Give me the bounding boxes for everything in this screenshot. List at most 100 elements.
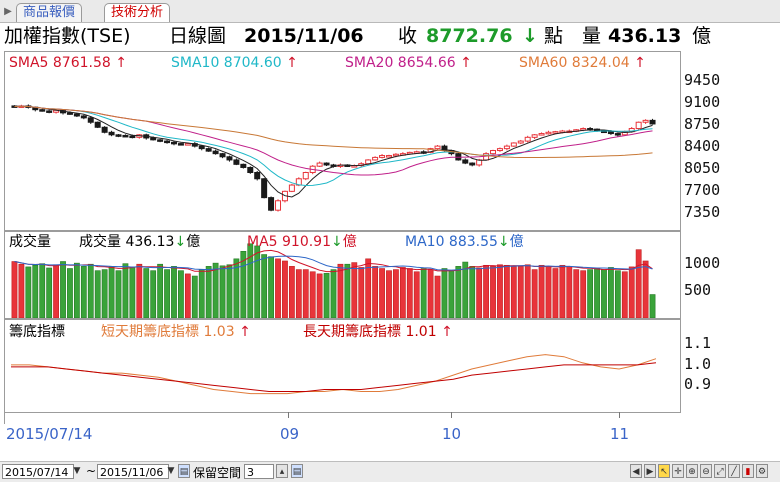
volume-bar [136,263,143,318]
down-arrow-icon: ↓ [497,234,510,250]
x-tick [288,412,289,418]
long-indicator-line [11,362,657,392]
candle-body [517,140,524,144]
keep-space-label: 保留空間 [193,466,242,480]
volume-y-axis: 1000 500 [680,231,780,319]
tab-technical-analysis[interactable]: 技術分析 [104,3,171,22]
volume-bar [483,264,489,318]
indicator-tick-label: 1.0 [684,354,712,373]
volume-bar [434,275,441,318]
volume-unit: 億 [692,25,712,47]
date-range-tilde: ~ [86,464,97,478]
settings-icon[interactable]: ⚙ [756,464,768,478]
candle-body [427,148,434,153]
zoom-out-icon[interactable]: ⊖ [700,464,712,478]
volume-bar [337,263,344,318]
candle-body [288,184,295,192]
down-arrow-icon: ↓ [331,234,343,250]
candle-body [94,121,101,128]
price-tick-label: 8750 [684,115,721,134]
volume-bar [53,264,59,318]
volume-bar [386,270,392,318]
candle-body [365,159,372,165]
candle-body [649,119,656,125]
volume-bar [178,270,184,318]
candle-body [552,131,559,134]
keep-space-value: 3 [247,466,254,479]
volume-panel[interactable]: 成交量 成交量 436.13↓億 MA5 910.91↓億 MA10 883.5… [4,231,681,319]
price-chart [11,104,656,212]
price-panel[interactable]: SMA5 8761.58 ↑ SMA10 8704.60 ↑ SMA20 865… [4,51,681,231]
close-label: 收 [398,25,418,47]
apply-keep-icon[interactable]: ▤ [291,464,303,478]
candle-body [462,159,469,164]
to-date-value: 2015/11/06 [100,466,164,479]
volume-bar [302,269,309,318]
candle-body [233,159,240,165]
candle-body [101,126,108,133]
tab-quote[interactable]: 商品報價 [16,3,83,22]
sma20-legend-text: SMA20 8654.66 [345,55,456,71]
zoom-in-icon[interactable]: ⊕ [686,464,698,478]
volume-bar [212,262,219,318]
indicator-panel[interactable]: 籌底指標 短天期籌底指標 1.03 ↑ 長天期籌底指標 1.01 ↑ [4,319,681,413]
candle-body [524,136,531,142]
spin-icon[interactable]: ▴ [276,464,288,478]
indicator-y-axis: 1.1 1.0 0.9 [680,319,780,413]
apply-date-icon[interactable]: ▤ [178,464,190,478]
scroll-right-icon[interactable]: ▶ [644,464,656,478]
volume-bar [282,260,288,318]
volume-bar [108,266,115,318]
volume-bar [261,254,268,318]
volume-bar [406,268,413,318]
price-tick-label: 8050 [684,159,721,178]
sma5-line [14,105,653,198]
volume-bar [510,266,517,318]
candle-body [226,156,233,161]
volume-bar [503,264,510,318]
volume-ma10-line [14,255,653,271]
from-date-dropdown-icon[interactable]: ▼ [73,466,81,476]
volume-bar [344,263,351,318]
to-date-dropdown-icon[interactable]: ▼ [167,466,175,476]
from-date-field[interactable]: 2015/07/14 [2,464,74,479]
volume-legend: 成交量 436.13↓億 [79,233,200,251]
volume-bar [330,269,337,318]
volume-bar [101,269,108,318]
keep-space-field[interactable]: 3 [244,464,274,479]
candle-body [240,163,247,168]
scroll-left-icon[interactable]: ◀ [630,464,642,478]
candle-body [614,133,621,136]
draw-line-icon[interactable]: ╱ [728,464,740,478]
volume-bar [80,266,87,318]
x-label-nov: 11 [610,425,630,443]
candle-body [538,133,545,136]
volume-bar [219,265,226,318]
candle-body [434,145,441,150]
candle-body [219,153,226,158]
tab-scroll-left-icon[interactable]: ▶ [4,6,12,17]
volume-bar [150,270,157,318]
x-label-sep: 09 [280,425,300,443]
chart-header: 加權指數(TSE) 日線圖 2015/11/06 收 8772.76 ↓ 點 量… [0,22,780,50]
sma60-line [14,105,653,158]
volume-title: 成交量 [9,234,51,250]
volume-bar [295,269,302,318]
volume-bar [601,269,607,318]
volume-bar [594,268,600,318]
volume-bar [642,260,649,318]
down-arrow-icon: ↓ [174,234,187,250]
crosshair-icon[interactable]: ✛ [672,464,684,478]
candle-body [157,139,164,142]
indicator-icon[interactable]: ▮ [742,464,754,478]
ma10-legend: MA10 883.55↓億 [405,233,524,251]
candle-body [545,131,552,135]
volume-bar [205,266,212,318]
candle-body [385,155,392,158]
x-tick [451,412,452,418]
volume-bar [621,271,628,318]
price-tick-label: 7350 [684,203,721,222]
cursor-icon[interactable]: ↖ [658,464,670,478]
fit-icon[interactable]: ⤢ [714,464,726,478]
to-date-field[interactable]: 2015/11/06 [97,464,169,479]
